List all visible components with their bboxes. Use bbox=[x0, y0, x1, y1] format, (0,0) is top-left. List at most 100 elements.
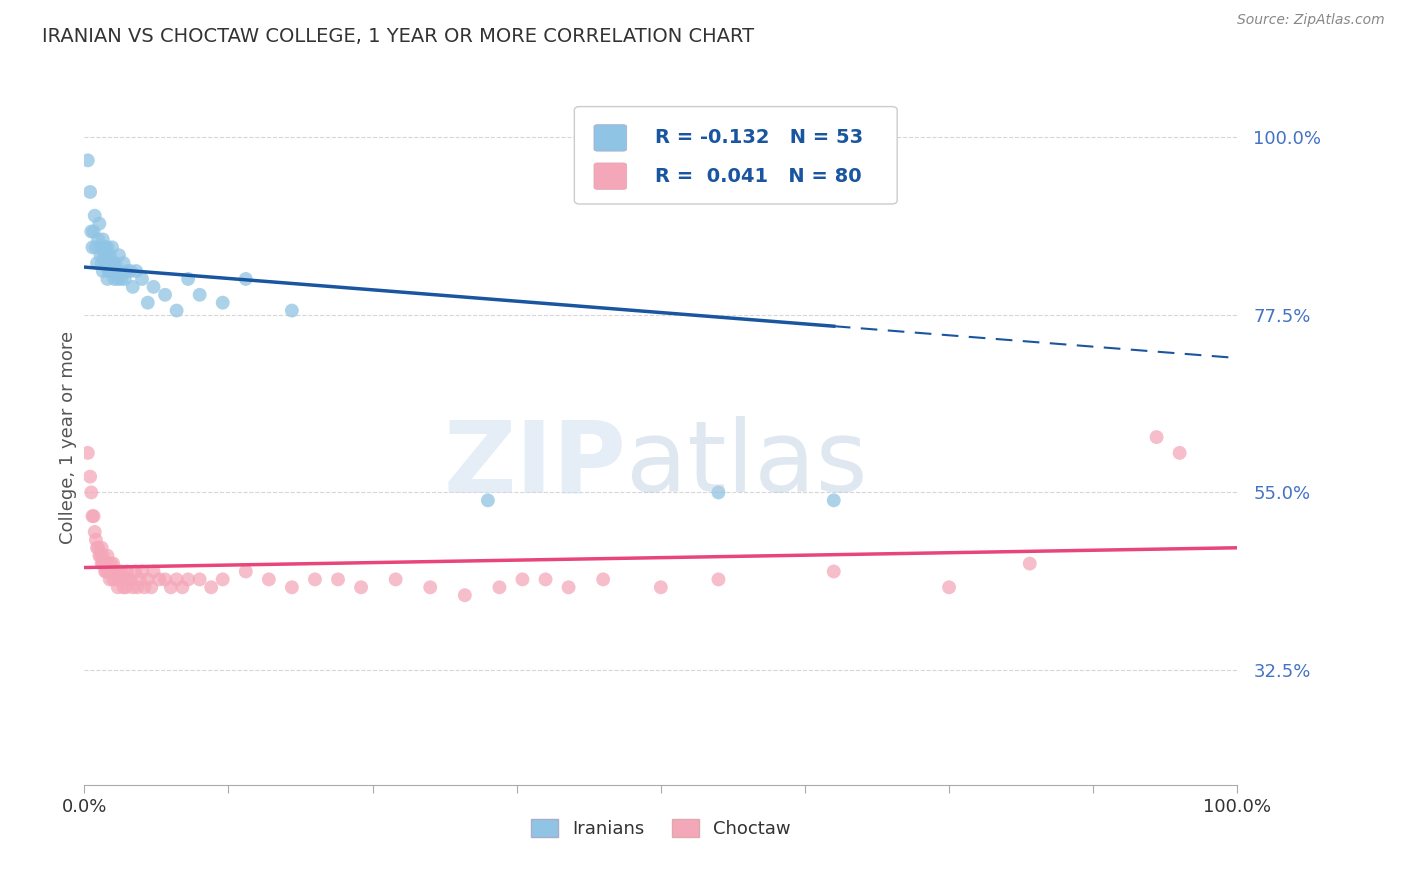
Point bbox=[83, 225, 105, 239]
Point bbox=[82, 509, 104, 524]
Point bbox=[80, 485, 103, 500]
Point bbox=[76, 153, 98, 168]
Point bbox=[83, 524, 105, 539]
FancyBboxPatch shape bbox=[575, 106, 897, 204]
Point bbox=[938, 580, 960, 594]
Point bbox=[650, 580, 672, 594]
Point bbox=[96, 272, 118, 286]
Point bbox=[107, 580, 129, 594]
Point bbox=[188, 573, 211, 587]
Point bbox=[101, 565, 124, 579]
Point bbox=[105, 565, 128, 579]
Point bbox=[105, 264, 128, 278]
Point bbox=[91, 264, 114, 278]
Point bbox=[76, 446, 98, 460]
Point bbox=[90, 256, 112, 270]
Point bbox=[89, 248, 111, 262]
Point bbox=[419, 580, 441, 594]
Point bbox=[96, 565, 118, 579]
Point bbox=[87, 541, 110, 555]
Point bbox=[120, 573, 142, 587]
Point bbox=[134, 580, 156, 594]
Point bbox=[172, 580, 194, 594]
Point bbox=[142, 280, 165, 294]
Point bbox=[100, 557, 122, 571]
Point bbox=[454, 588, 477, 602]
Point bbox=[107, 272, 129, 286]
Point bbox=[111, 573, 134, 587]
Point bbox=[94, 240, 117, 254]
Point bbox=[127, 580, 149, 594]
Point bbox=[121, 280, 143, 294]
Point bbox=[94, 256, 117, 270]
Point bbox=[1146, 430, 1168, 444]
Point bbox=[128, 573, 150, 587]
Point bbox=[86, 541, 108, 555]
Point bbox=[114, 272, 136, 286]
Point bbox=[98, 573, 121, 587]
Point bbox=[160, 580, 183, 594]
Point bbox=[117, 573, 139, 587]
Point bbox=[534, 573, 557, 587]
Point bbox=[1168, 446, 1191, 460]
Point bbox=[82, 240, 104, 254]
Point bbox=[823, 493, 845, 508]
Point bbox=[112, 256, 135, 270]
Point bbox=[142, 565, 165, 579]
Point bbox=[90, 541, 112, 555]
Point bbox=[91, 549, 114, 563]
Point bbox=[104, 256, 127, 270]
Point bbox=[707, 485, 730, 500]
Point bbox=[89, 549, 111, 563]
Point bbox=[101, 240, 124, 254]
Point bbox=[488, 580, 510, 594]
Point bbox=[211, 573, 233, 587]
Point bbox=[89, 549, 111, 563]
Point bbox=[103, 573, 124, 587]
Point bbox=[91, 557, 114, 571]
Point bbox=[84, 240, 107, 254]
Point bbox=[707, 573, 730, 587]
Legend: Iranians, Choctaw: Iranians, Choctaw bbox=[523, 812, 799, 846]
Point bbox=[326, 573, 349, 587]
Point bbox=[235, 272, 257, 286]
Point bbox=[96, 557, 118, 571]
Point bbox=[96, 248, 118, 262]
Point bbox=[112, 580, 135, 594]
Point bbox=[79, 185, 101, 199]
Point bbox=[108, 264, 131, 278]
Text: R = -0.132   N = 53: R = -0.132 N = 53 bbox=[655, 128, 863, 147]
Point bbox=[211, 295, 233, 310]
Point bbox=[125, 264, 148, 278]
Point bbox=[115, 565, 138, 579]
FancyBboxPatch shape bbox=[593, 125, 627, 151]
Point bbox=[304, 573, 326, 587]
Point bbox=[103, 272, 125, 286]
Point bbox=[136, 573, 159, 587]
Point bbox=[592, 573, 614, 587]
Text: ZIP: ZIP bbox=[443, 417, 626, 514]
Point bbox=[281, 580, 304, 594]
Point bbox=[80, 225, 103, 239]
Point bbox=[93, 248, 115, 262]
Point bbox=[110, 565, 132, 579]
Point bbox=[512, 573, 534, 587]
Point bbox=[166, 573, 188, 587]
Point bbox=[97, 565, 120, 579]
Point bbox=[96, 549, 118, 563]
Point bbox=[124, 565, 146, 579]
Point bbox=[114, 573, 136, 587]
Point bbox=[98, 565, 121, 579]
Point bbox=[103, 256, 124, 270]
Point bbox=[87, 232, 110, 246]
Text: Source: ZipAtlas.com: Source: ZipAtlas.com bbox=[1237, 13, 1385, 28]
Point bbox=[98, 248, 121, 262]
Point bbox=[96, 240, 118, 254]
Point bbox=[115, 264, 138, 278]
Point bbox=[97, 264, 120, 278]
Point bbox=[823, 565, 845, 579]
Point bbox=[141, 580, 163, 594]
Point bbox=[115, 580, 138, 594]
Point bbox=[104, 573, 127, 587]
Point bbox=[153, 287, 176, 301]
